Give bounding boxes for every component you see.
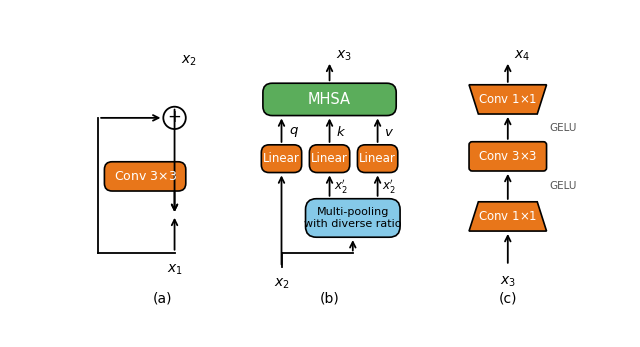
Text: (a): (a)	[152, 291, 172, 305]
Text: Conv 1$\times$1: Conv 1$\times$1	[478, 210, 538, 223]
Text: Linear: Linear	[359, 152, 396, 165]
Text: Conv 3$\times$3: Conv 3$\times$3	[478, 150, 538, 163]
Text: $x_3$: $x_3$	[336, 49, 352, 64]
Circle shape	[163, 107, 186, 129]
Text: $x_2$: $x_2$	[274, 277, 289, 291]
Text: Linear: Linear	[263, 152, 300, 165]
Text: Linear: Linear	[311, 152, 348, 165]
Text: GELU: GELU	[550, 181, 577, 192]
Text: $q$: $q$	[289, 125, 299, 139]
Text: Conv 1$\times$1: Conv 1$\times$1	[478, 93, 538, 106]
Text: MHSA: MHSA	[308, 92, 351, 107]
Text: $+$: $+$	[168, 108, 182, 126]
Text: $x_3$: $x_3$	[500, 275, 516, 289]
Text: $k$: $k$	[336, 125, 346, 139]
Text: (c): (c)	[499, 291, 517, 305]
Text: $x_2'$: $x_2'$	[382, 177, 396, 195]
Text: $v$: $v$	[384, 126, 394, 139]
Polygon shape	[469, 85, 547, 114]
Text: $x_2'$: $x_2'$	[334, 177, 348, 195]
FancyBboxPatch shape	[305, 199, 400, 237]
Polygon shape	[469, 202, 547, 231]
FancyBboxPatch shape	[261, 145, 301, 172]
FancyBboxPatch shape	[309, 145, 349, 172]
FancyBboxPatch shape	[263, 83, 396, 116]
FancyBboxPatch shape	[104, 162, 186, 191]
FancyBboxPatch shape	[358, 145, 397, 172]
Text: $x_2$: $x_2$	[180, 54, 196, 68]
Text: Conv 3$\times$3: Conv 3$\times$3	[113, 170, 177, 183]
Text: $x_1$: $x_1$	[166, 263, 182, 277]
FancyBboxPatch shape	[469, 142, 547, 171]
Text: $x_4$: $x_4$	[514, 49, 530, 64]
Text: GELU: GELU	[550, 123, 577, 133]
Text: (b): (b)	[319, 291, 339, 305]
Text: Multi-pooling
with diverse ratio: Multi-pooling with diverse ratio	[304, 207, 401, 229]
